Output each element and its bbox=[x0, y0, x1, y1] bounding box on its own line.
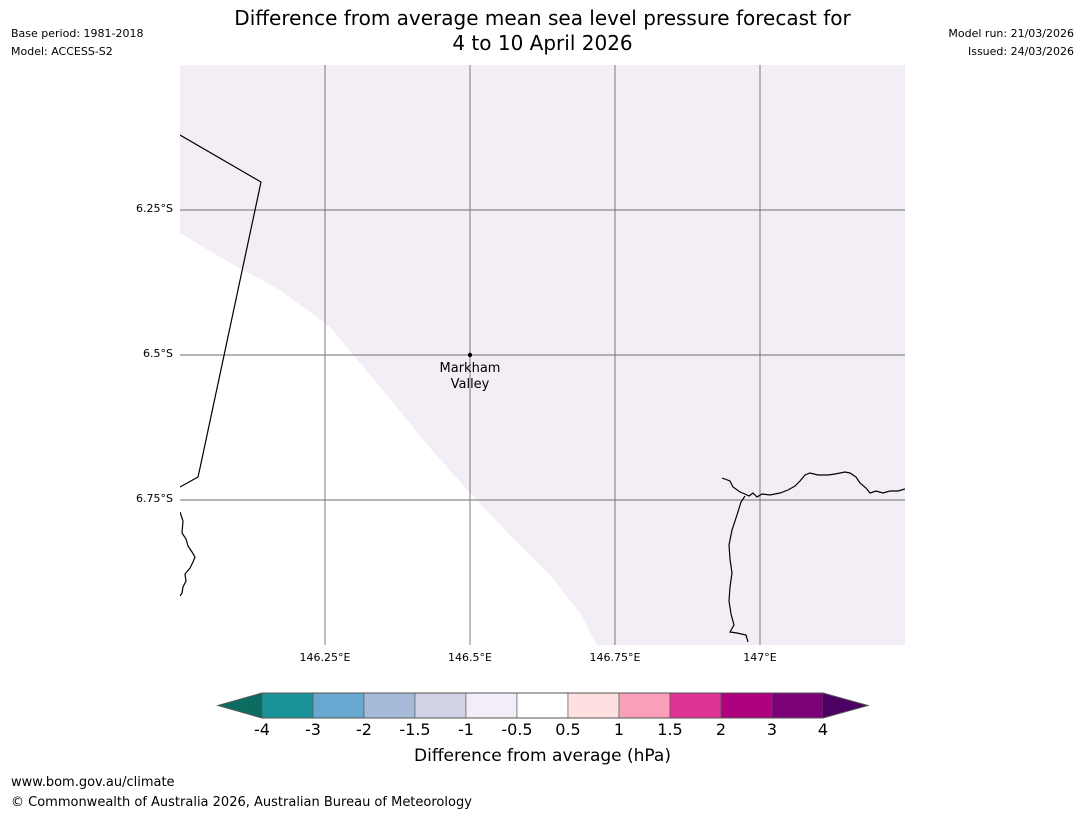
colorbar-tick-label: 2 bbox=[715, 720, 727, 739]
colorbar-tick-label: -3 bbox=[305, 720, 321, 739]
lat-label-6-5: 6.5°S bbox=[143, 347, 173, 360]
colorbar-tick-label: 1.5 bbox=[657, 720, 683, 739]
lat-label-6-25: 6.25°S bbox=[136, 202, 173, 215]
colorbar-bin-10 bbox=[771, 692, 824, 719]
colorbar-under-arrow bbox=[218, 693, 262, 718]
colorbar-tick-label: 4 bbox=[817, 720, 829, 739]
location-name-line-1: Markham bbox=[440, 361, 501, 376]
coastlines-and-borders bbox=[180, 134, 905, 643]
colorbar-bin-8 bbox=[669, 692, 722, 719]
coastline-east bbox=[721, 471, 905, 498]
location-name-line-2: Valley bbox=[451, 377, 490, 392]
base-period-text: Base period: 1981-2018 bbox=[11, 27, 144, 40]
model-run-text: Model run: 21/03/2026 bbox=[948, 27, 1074, 40]
lon-label-146-25: 146.25°E bbox=[299, 651, 351, 664]
colorbar-bin-7 bbox=[618, 692, 671, 719]
footer-url: www.bom.gov.au/climate bbox=[11, 775, 175, 790]
map-title: Difference from average mean sea level p… bbox=[180, 6, 905, 56]
footer-copyright: © Commonwealth of Australia 2026, Austra… bbox=[11, 795, 472, 810]
colorbar-tick-label: -4 bbox=[254, 720, 270, 739]
lon-label-146-5: 146.5°E bbox=[448, 651, 492, 664]
colorbar-bin-9 bbox=[720, 692, 773, 719]
graticule bbox=[180, 65, 905, 645]
lat-label-6-75: 6.75°S bbox=[136, 492, 173, 505]
location-marker bbox=[467, 352, 473, 358]
colorbar-bin-1 bbox=[312, 692, 365, 719]
colorbar bbox=[216, 692, 870, 719]
colorbar-tick-label: -1.5 bbox=[399, 720, 431, 739]
header-left-info: Base period: 1981-2018 Model: ACCESS-S2 bbox=[11, 25, 143, 61]
colorbar-bin-4 bbox=[465, 692, 518, 719]
colorbar-tick-label: 3 bbox=[766, 720, 778, 739]
map-title-line-1: Difference from average mean sea level p… bbox=[234, 6, 851, 30]
colorbar-outline bbox=[216, 692, 870, 719]
colorbar-tick-label: -2 bbox=[356, 720, 372, 739]
model-text: Model: ACCESS-S2 bbox=[11, 45, 113, 58]
river-line bbox=[728, 495, 749, 643]
colorbar-bin-2 bbox=[363, 692, 416, 719]
lon-label-147: 147°E bbox=[743, 651, 777, 664]
colorbar-tick-label: 0.5 bbox=[555, 720, 581, 739]
colorbar-bin-5 bbox=[516, 692, 569, 719]
header-right-info: Model run: 21/03/2026 Issued: 24/03/2026 bbox=[948, 25, 1074, 61]
colorbar-tick-label: 1 bbox=[613, 720, 625, 739]
colorbar-label: Difference from average (hPa) bbox=[414, 746, 671, 766]
colorbar-tick-label: -0.5 bbox=[501, 720, 533, 739]
colorbar-tick-label: -1 bbox=[458, 720, 474, 739]
colorbar-bin-6 bbox=[567, 692, 620, 719]
border-line bbox=[180, 134, 262, 488]
coastline-west bbox=[180, 511, 196, 597]
colorbar-over-arrow bbox=[823, 693, 868, 718]
lon-label-146-75: 146.75°E bbox=[589, 651, 641, 664]
colorbar-bin-3 bbox=[414, 692, 467, 719]
colorbar-bins bbox=[261, 692, 824, 719]
map-plot: Markham Valley bbox=[180, 65, 905, 645]
colorbar-bin-0 bbox=[261, 692, 314, 719]
map-title-line-2: 4 to 10 April 2026 bbox=[452, 31, 633, 55]
issued-text: Issued: 24/03/2026 bbox=[967, 45, 1074, 58]
